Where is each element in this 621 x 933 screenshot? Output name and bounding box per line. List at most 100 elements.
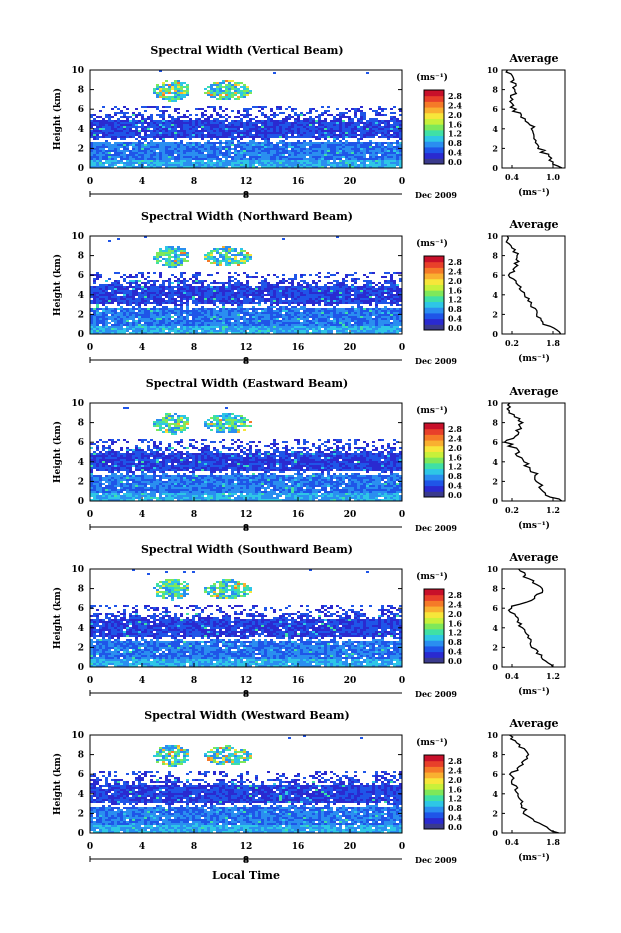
heatmap-cell — [369, 148, 372, 150]
heatmap-cell — [306, 126, 309, 128]
heatmap-cell — [327, 308, 330, 310]
heatmap-cell — [171, 84, 174, 86]
heatmap-cell — [225, 308, 228, 310]
heatmap-cell — [177, 152, 180, 154]
heatmap-cell — [306, 330, 309, 332]
heatmap-cell — [126, 314, 129, 316]
heatmap-cell — [174, 312, 177, 314]
heatmap-cell — [231, 84, 234, 86]
heatmap-cell — [111, 126, 114, 128]
heatmap-cell — [222, 92, 225, 94]
heatmap-cell — [123, 316, 126, 318]
heatmap-cell — [210, 130, 213, 132]
heatmap-cell — [264, 140, 267, 142]
heatmap-cell — [174, 302, 177, 304]
heatmap-cell — [258, 132, 261, 134]
heatmap-cell — [339, 116, 342, 118]
heatmap-cell — [222, 152, 225, 154]
heatmap-cell — [180, 142, 183, 144]
heatmap-cell — [111, 148, 114, 150]
heatmap-cell — [138, 308, 141, 310]
heatmap-cell — [285, 288, 288, 290]
heatmap-cell — [132, 162, 135, 164]
heatmap-cell — [360, 150, 363, 152]
heatmap-cell — [315, 160, 318, 162]
heatmap-cell — [294, 128, 297, 130]
heatmap-cell — [177, 80, 180, 82]
heatmap-cell — [237, 164, 240, 166]
heatmap-cell — [357, 108, 360, 110]
heatmap-cell — [153, 290, 156, 292]
heatmap-cell — [228, 144, 231, 146]
heatmap-cell — [156, 256, 159, 258]
heatmap-cell — [222, 330, 225, 332]
heatmap-cell — [318, 324, 321, 326]
heatmap-cell — [165, 80, 168, 82]
heatmap-cell — [219, 124, 222, 126]
heatmap-cell — [198, 120, 201, 122]
heatmap-cell — [252, 308, 255, 310]
heatmap-cell — [216, 306, 219, 308]
heatmap-cell — [234, 282, 237, 284]
heatmap-cell — [231, 134, 234, 136]
heatmap-cell — [255, 156, 258, 158]
heatmap-cell — [306, 150, 309, 152]
heatmap-cell — [156, 144, 159, 146]
heatmap-cell — [390, 142, 393, 144]
heatmap-cell — [204, 118, 207, 120]
heatmap-cell — [180, 274, 183, 276]
heatmap-cell — [132, 318, 135, 320]
heatmap-cell — [201, 152, 204, 154]
heatmap-cell — [144, 326, 147, 328]
heatmap-cell — [162, 86, 165, 88]
heatmap-cell — [210, 138, 213, 140]
heatmap-cell — [180, 164, 183, 166]
heatmap-cell — [381, 130, 384, 132]
heatmap-cell — [141, 324, 144, 326]
heatmap-cell — [114, 310, 117, 312]
heatmap-cell — [162, 92, 165, 94]
heatmap-cell — [177, 136, 180, 138]
heatmap-cell — [237, 130, 240, 132]
heatmap-cell — [345, 128, 348, 130]
heatmap-cell — [252, 288, 255, 290]
heatmap-cell — [180, 132, 183, 134]
heatmap-cell — [261, 154, 264, 156]
heatmap-cell — [345, 112, 348, 114]
heatmap-cell — [324, 328, 327, 330]
heatmap-cell — [318, 276, 321, 278]
heatmap-cell — [93, 292, 96, 294]
heatmap-cell — [111, 298, 114, 300]
heatmap-cell — [261, 124, 264, 126]
heatmap-cell — [117, 284, 120, 286]
heatmap-cell — [162, 128, 165, 130]
heatmap-cell — [228, 130, 231, 132]
heatmap-cell — [339, 158, 342, 160]
heatmap-cell — [159, 330, 162, 332]
heatmap-cell — [162, 90, 165, 92]
heatmap-cell — [180, 150, 183, 152]
heatmap-cell — [114, 154, 117, 156]
heatmap-cell — [291, 300, 294, 302]
heatmap-cell — [156, 304, 159, 306]
heatmap-cell — [219, 296, 222, 298]
heatmap-cell — [231, 138, 234, 140]
heatmap-cell — [243, 88, 246, 90]
heatmap-cell — [96, 310, 99, 312]
heatmap-cell — [144, 140, 147, 142]
heatmap-cell — [255, 330, 258, 332]
heatmap-cell — [255, 286, 258, 288]
heatmap-cell — [201, 122, 204, 124]
heatmap-cell — [168, 90, 171, 92]
heatmap-cell — [225, 312, 228, 314]
heatmap-cell — [327, 320, 330, 322]
heatmap-cell — [258, 290, 261, 292]
heatmap-cell — [162, 110, 165, 112]
heatmap-cell — [129, 160, 132, 162]
heatmap-cell — [132, 316, 135, 318]
heatmap-cell — [159, 134, 162, 136]
heatmap-cell — [393, 122, 396, 124]
heatmap-cell — [381, 150, 384, 152]
heatmap-cell — [120, 160, 123, 162]
heatmap-cell — [267, 134, 270, 136]
